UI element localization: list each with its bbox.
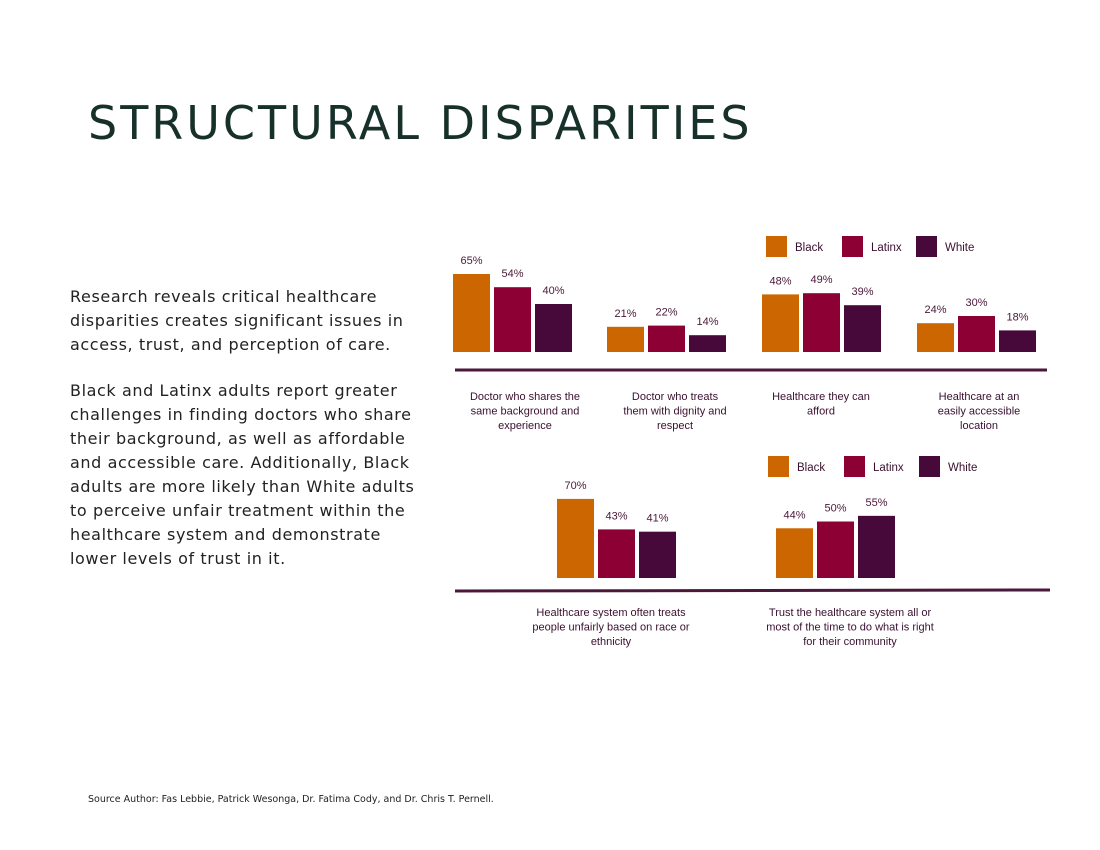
value-label-black-0-0: 65% <box>460 255 482 267</box>
value-label-latinx-0-2: 49% <box>810 274 832 286</box>
legend-swatch-white-0 <box>916 236 937 257</box>
category-label-0-3-1: easily accessible <box>938 406 1021 418</box>
category-label-1-0-2: ethnicity <box>591 636 632 648</box>
bar-white-0-3 <box>999 330 1036 352</box>
value-label-black-0-2: 48% <box>769 275 791 287</box>
intro-paragraph: Research reveals critical healthcare dis… <box>70 287 404 354</box>
bar-latinx-1-1 <box>817 521 854 578</box>
category-label-0-3-0: Healthcare at an <box>939 391 1020 403</box>
bar-latinx-0-2 <box>803 293 840 352</box>
category-label-0-0-2: experience <box>498 420 552 432</box>
bar-latinx-0-0 <box>494 287 531 352</box>
category-label-0-3-2: location <box>960 420 998 432</box>
category-label-0-1-0: Doctor who treats <box>632 391 719 403</box>
value-label-black-1-0: 70% <box>564 480 586 492</box>
category-label-0-1-2: respect <box>657 420 693 432</box>
value-label-latinx-0-3: 30% <box>965 297 987 309</box>
value-label-white-0-2: 39% <box>851 286 873 298</box>
bar-white-1-1 <box>858 515 895 578</box>
value-label-white-0-0: 40% <box>542 285 564 297</box>
value-label-white-0-3: 18% <box>1006 311 1028 323</box>
legend-label-black-0: Black <box>795 242 823 254</box>
bar-latinx-0-3 <box>958 316 995 352</box>
legend-swatch-latinx-1 <box>844 456 865 477</box>
bar-black-1-0 <box>557 498 594 578</box>
category-label-1-1-1: most of the time to do what is right <box>766 622 934 634</box>
value-label-latinx-0-0: 54% <box>501 268 523 280</box>
value-label-white-0-1: 14% <box>696 316 718 328</box>
bar-black-0-0 <box>453 274 490 352</box>
value-label-white-1-0: 41% <box>646 513 668 525</box>
category-label-0-0-0: Doctor who shares the <box>470 391 580 403</box>
source-note: Source Author: Fas Lebbie, Patrick Weson… <box>88 794 494 805</box>
bar-black-0-3 <box>917 323 954 352</box>
bar-white-0-2 <box>844 305 881 352</box>
category-label-1-1-2: for their community <box>803 636 897 648</box>
category-label-1-0-1: people unfairly based on race or <box>532 622 689 634</box>
category-label-0-0-1: same background and <box>471 406 580 418</box>
bar-white-1-0 <box>639 531 676 578</box>
bar-white-0-1 <box>689 335 726 352</box>
bar-black-0-1 <box>607 326 644 352</box>
category-label-1-0-0: Healthcare system often treats <box>536 607 686 619</box>
category-label-0-1-1: them with dignity and <box>623 406 726 418</box>
value-label-black-1-1: 44% <box>783 509 805 521</box>
legend-label-latinx-0: Latinx <box>871 242 902 254</box>
category-label-0-2-1: afford <box>807 406 835 418</box>
page-title: STRUCTURAL DISPARITIES <box>88 96 753 150</box>
value-label-black-0-1: 21% <box>614 308 636 320</box>
value-label-black-0-3: 24% <box>924 304 946 316</box>
bar-black-1-1 <box>776 528 813 578</box>
legend-label-black-1: Black <box>797 462 825 474</box>
axis-line-1 <box>454 588 1051 593</box>
value-label-white-1-1: 55% <box>865 497 887 509</box>
bar-white-0-0 <box>535 304 572 352</box>
legend-swatch-white-1 <box>919 456 940 477</box>
legend-swatch-black-1 <box>768 456 789 477</box>
value-label-latinx-0-1: 22% <box>655 307 677 319</box>
bar-latinx-0-1 <box>648 325 685 352</box>
legend-label-white-1: White <box>948 462 977 474</box>
value-label-latinx-1-1: 50% <box>824 503 846 515</box>
bar-latinx-1-0 <box>598 529 635 578</box>
value-label-latinx-1-0: 43% <box>605 510 627 522</box>
bar-black-0-2 <box>762 294 799 352</box>
legend-swatch-black-0 <box>766 236 787 257</box>
detail-paragraph: Black and Latinx adults report greater c… <box>70 381 415 568</box>
legend-swatch-latinx-0 <box>842 236 863 257</box>
category-label-0-2-0: Healthcare they can <box>772 391 870 403</box>
category-label-1-1-0: Trust the healthcare system all or <box>769 607 932 619</box>
legend-label-latinx-1: Latinx <box>873 462 904 474</box>
legend-label-white-0: White <box>945 242 974 254</box>
